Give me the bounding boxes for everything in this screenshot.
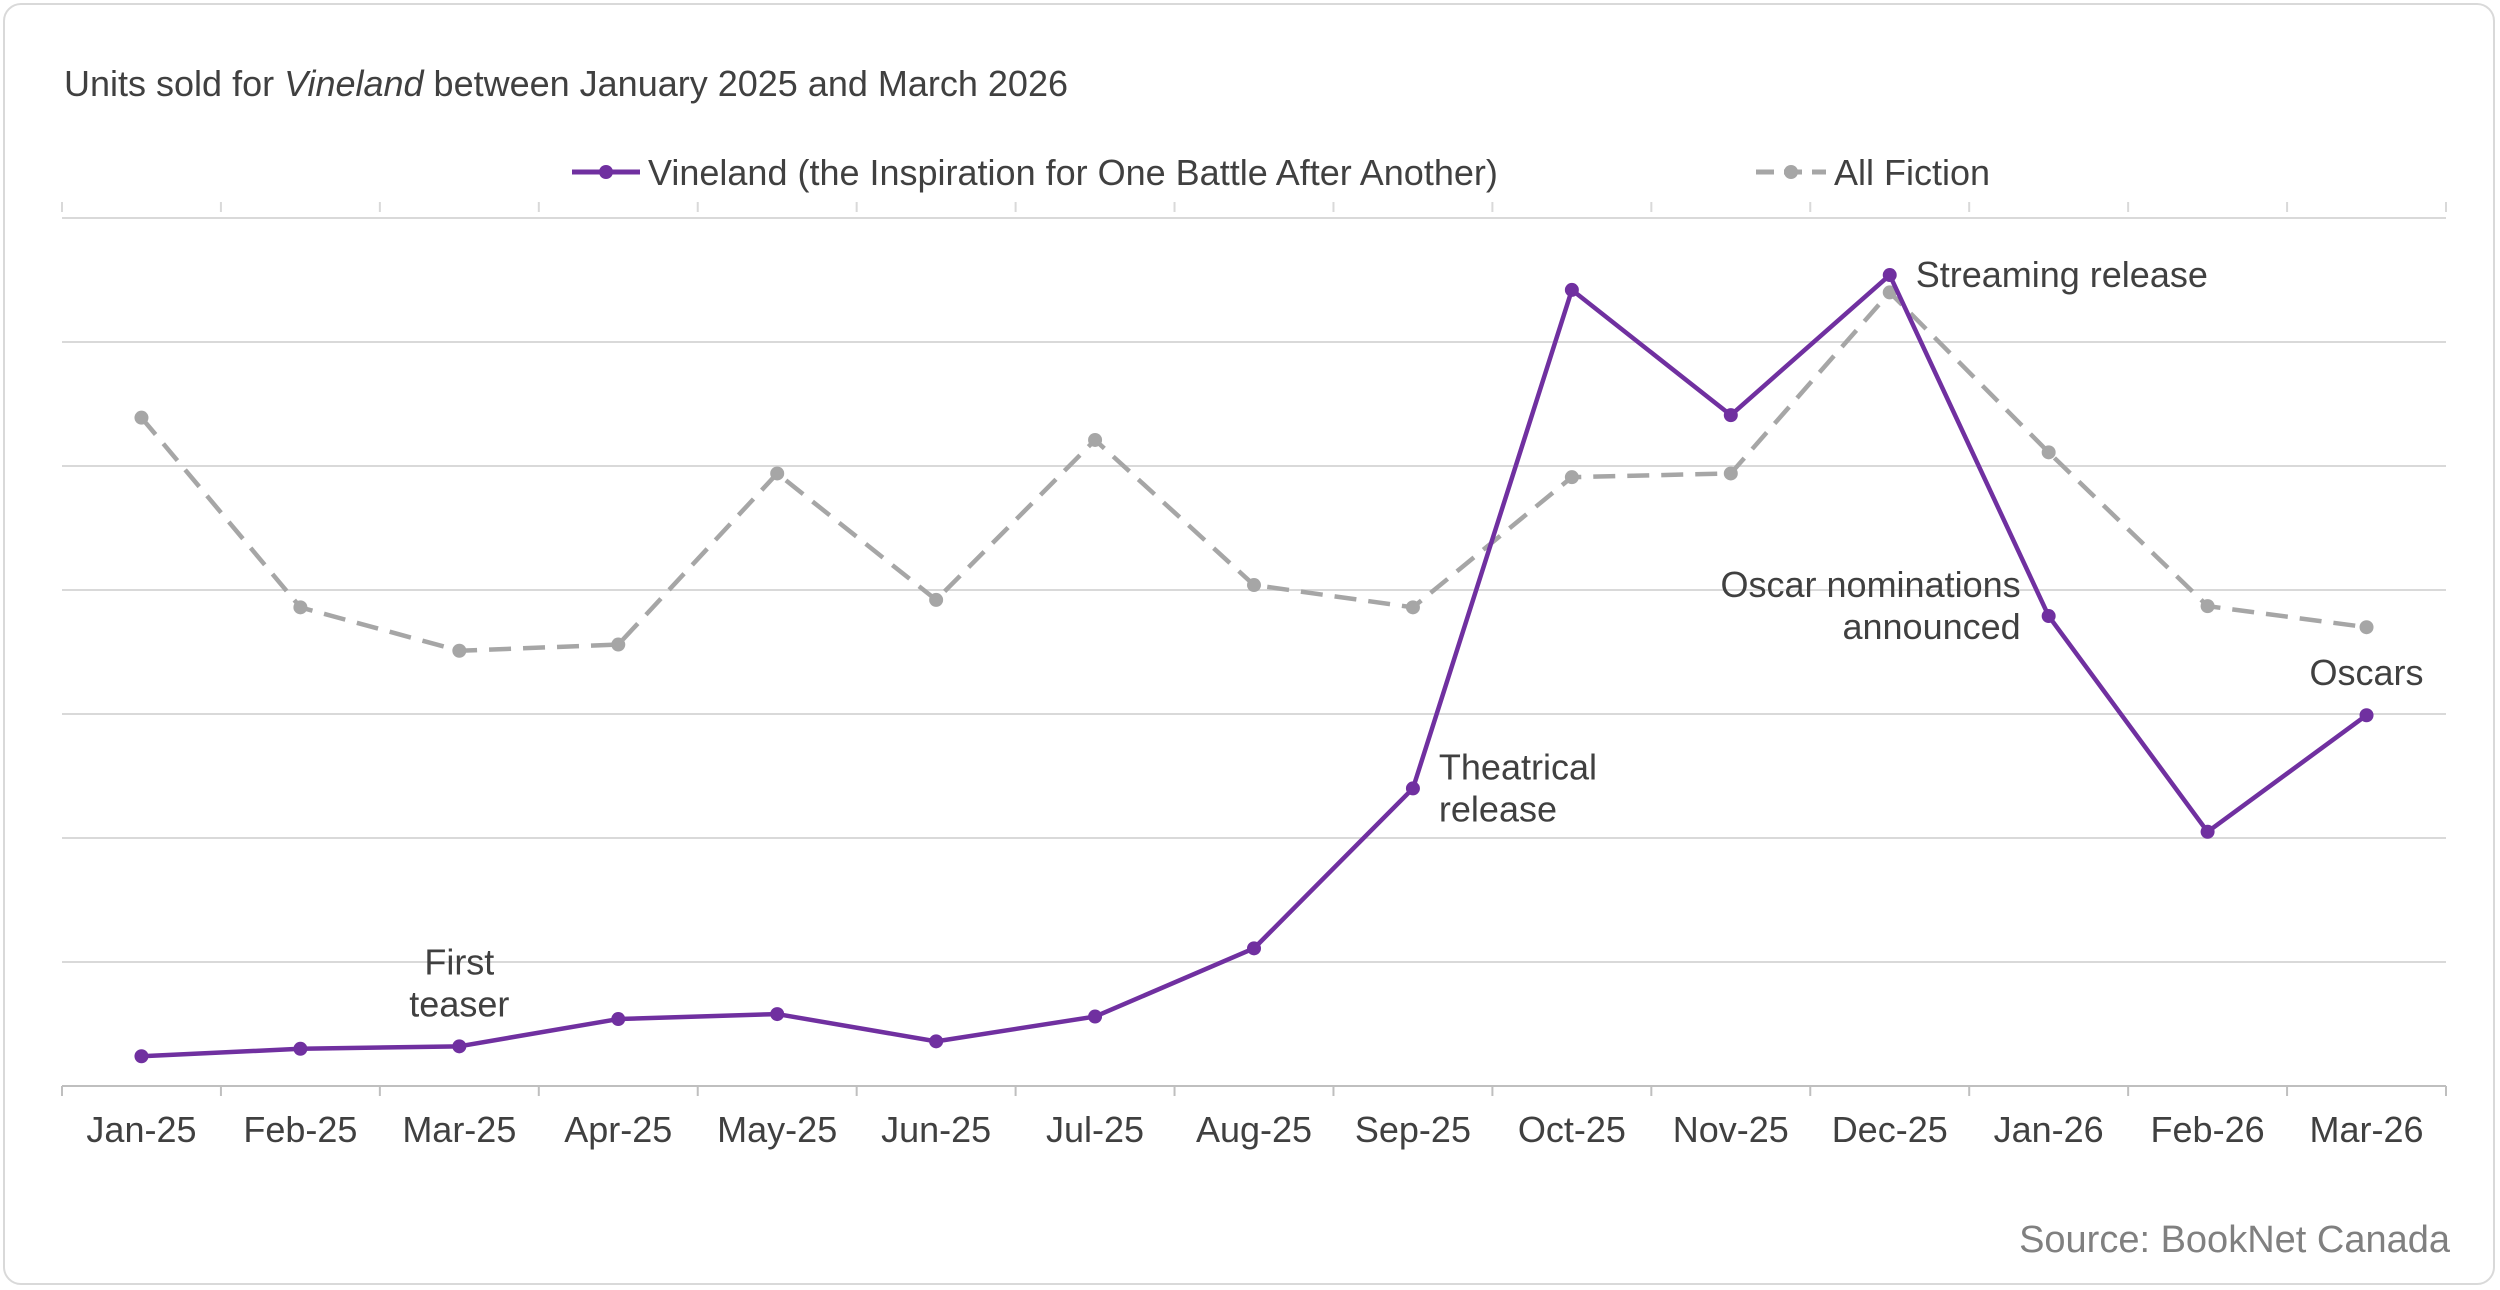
all-fiction-point: [2359, 620, 2374, 635]
annotation-line: announced: [1842, 606, 2020, 647]
legend-label-vineland: Vineland (the Inspiration for One Battle…: [648, 152, 1498, 193]
x-tick-label: May-25: [717, 1109, 837, 1150]
legend-label-all-fiction: All Fiction: [1834, 152, 1990, 193]
vineland-point: [929, 1034, 944, 1049]
vineland-point: [134, 1049, 149, 1064]
vineland-point: [1088, 1009, 1103, 1024]
vineland-point: [293, 1041, 308, 1056]
chart-frame: [3, 3, 2495, 1285]
chart-title: Units sold for Vineland between January …: [64, 63, 1068, 104]
x-tick-label: Jan-26: [1994, 1109, 2104, 1150]
legend-item-all-fiction: All Fiction: [1756, 152, 1990, 193]
all-fiction-point: [452, 643, 467, 658]
x-tick-label: Nov-25: [1673, 1109, 1789, 1150]
legend-item-vineland: Vineland (the Inspiration for One Battle…: [572, 152, 1498, 193]
vineland-line: [141, 272, 2368, 1059]
x-tick-label: Sep-25: [1355, 1109, 1471, 1150]
all-fiction-line: [139, 290, 2367, 654]
all-fiction-point: [1088, 432, 1103, 447]
vineland-point: [2041, 609, 2056, 624]
all-fiction-point: [2200, 599, 2215, 614]
annotation-line: Theatrical: [1439, 746, 1597, 787]
chart-title-suffix: between January 2025 and March 2026: [424, 63, 1068, 104]
annotation: Streaming release: [1916, 254, 2208, 295]
all-fiction-point: [293, 600, 308, 615]
all-fiction-point: [611, 637, 626, 652]
all-fiction-point: [134, 410, 149, 425]
annotation-line: First: [424, 941, 494, 982]
x-tick-label: Feb-25: [243, 1109, 357, 1150]
x-tick-label: Jun-25: [881, 1109, 991, 1150]
annotation-line: Oscar nominations: [1721, 564, 2021, 605]
annotation-line: teaser: [409, 983, 509, 1024]
gridlines: [62, 217, 2446, 1087]
x-tick-label: Dec-25: [1832, 1109, 1948, 1150]
chart-title-book: Vineland: [284, 63, 424, 104]
vineland-point: [452, 1039, 467, 1054]
x-axis: Jan-25 Feb-25 Mar-25 Apr-25 May-25 Jun-25 Jul-…: [61, 202, 2447, 1150]
vineland-point: [2200, 824, 2215, 839]
annotation: Oscar nominations announced: [1721, 564, 2021, 647]
x-tick-label: Mar-26: [2310, 1109, 2424, 1150]
annotation: Oscars: [2310, 652, 2424, 693]
annotation: Theatrical release: [1439, 746, 1597, 829]
all-fiction-point: [1723, 466, 1738, 481]
vineland-point: [1882, 268, 1897, 283]
legend-swatch-marker: [1784, 165, 1798, 179]
vineland-point: [611, 1012, 626, 1027]
all-fiction-point: [1247, 578, 1261, 593]
x-tick-label: Jul-25: [1046, 1109, 1144, 1150]
series-1: [134, 285, 2374, 658]
vineland-point: [770, 1007, 785, 1022]
annotation-line: Oscars: [2310, 652, 2424, 693]
x-tick-label: Jan-25: [86, 1109, 196, 1150]
series-0: [134, 268, 2374, 1064]
plot-area: [134, 268, 2374, 1064]
vineland-point: [1723, 408, 1738, 423]
x-tick-label: Mar-25: [402, 1109, 516, 1150]
x-tick-label: Oct-25: [1518, 1109, 1626, 1150]
annotation-line: release: [1439, 788, 1557, 829]
annotation: First teaser: [409, 941, 509, 1024]
x-tick-label: Apr-25: [564, 1109, 672, 1150]
all-fiction-point: [2041, 445, 2056, 460]
legend-swatch-marker: [599, 165, 613, 179]
vineland-point: [1405, 781, 1420, 796]
vineland-point: [1247, 941, 1261, 956]
x-tick-label: Feb-26: [2151, 1109, 2265, 1150]
source-note: Source: BookNet Canada: [2019, 1219, 2451, 1261]
vineland-point: [2359, 708, 2374, 723]
all-fiction-point: [929, 592, 944, 607]
all-fiction-point: [1564, 470, 1579, 485]
chart-title-prefix: Units sold for: [64, 63, 284, 104]
all-fiction-point: [1405, 600, 1420, 615]
annotation-line: Streaming release: [1916, 254, 2208, 295]
x-tick-label: Aug-25: [1196, 1109, 1312, 1150]
all-fiction-point: [1882, 285, 1897, 300]
vineland-point: [1564, 282, 1579, 297]
all-fiction-point: [770, 466, 785, 481]
legend: Vineland (the Inspiration for One Battle…: [572, 152, 1990, 193]
annotations: First teaser Theatrical release Streaming re…: [409, 254, 2423, 1024]
